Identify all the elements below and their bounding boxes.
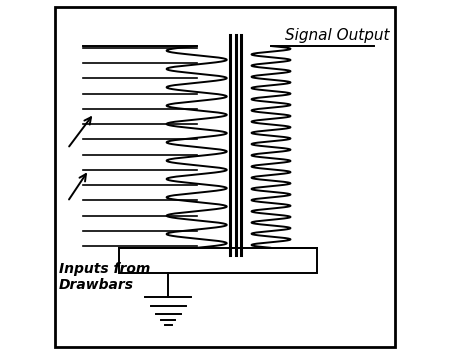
Text: Inputs from
Drawbars: Inputs from Drawbars	[58, 262, 150, 292]
Bar	[119, 248, 317, 273]
Text: Signal Output: Signal Output	[285, 28, 390, 43]
